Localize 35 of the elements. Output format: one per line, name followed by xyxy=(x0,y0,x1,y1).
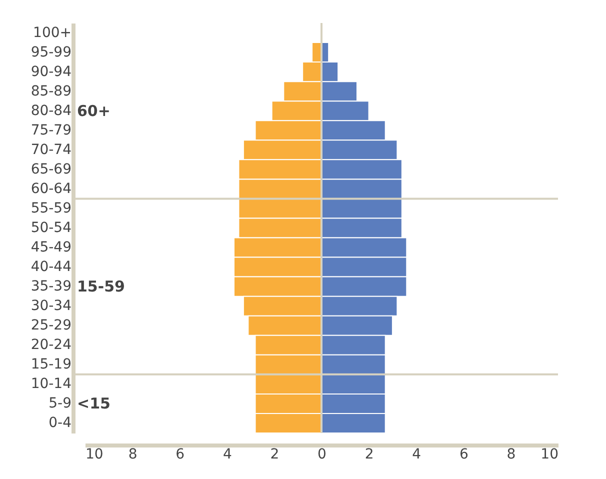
y-tick-label: 100+ xyxy=(33,24,72,41)
x-tick-label: 6 xyxy=(459,446,468,462)
y-tick-label: 65-69 xyxy=(30,161,72,178)
y-tick-label: 70-74 xyxy=(30,142,72,158)
y-tick-label: 15-19 xyxy=(30,356,72,373)
y-tick-label: 95-99 xyxy=(30,44,72,60)
y-tick-label: 85-89 xyxy=(30,83,72,100)
x-tick-label: 8 xyxy=(128,446,138,462)
y-tick-label: 45-49 xyxy=(30,240,72,256)
y-tick-label: 25-29 xyxy=(30,318,72,334)
y-tick-label: 0-4 xyxy=(48,415,72,432)
annotation: <15 xyxy=(77,394,110,413)
x-tick-label: 2 xyxy=(270,446,280,462)
x-tick-label: 10 xyxy=(540,446,558,462)
x-tick-label: 10 xyxy=(86,446,104,462)
x-tick-label: 0 xyxy=(318,446,326,462)
x-tick-label: 6 xyxy=(176,446,185,462)
y-tick-label: 35-39 xyxy=(30,278,72,295)
y-tick-label: 55-59 xyxy=(30,200,72,216)
y-tick-label: 90-94 xyxy=(30,64,72,80)
y-tick-label: 20-24 xyxy=(30,337,72,354)
y-tick-label: 5-9 xyxy=(48,396,72,412)
y-tick-label: 75-79 xyxy=(30,122,72,138)
annotation: 15-59 xyxy=(77,278,125,296)
y-tick-label: 30-34 xyxy=(30,298,72,314)
y-tick-label: 60-64 xyxy=(30,180,72,197)
x-tick-label: 4 xyxy=(222,446,232,462)
annotation: 60+ xyxy=(77,102,110,120)
x-tick-label: 2 xyxy=(364,446,374,462)
y-tick-label: 10-14 xyxy=(30,376,72,392)
y-tick-label: 80-84 xyxy=(30,102,72,119)
x-tick-label: 8 xyxy=(506,446,516,462)
x-tick-label: 4 xyxy=(412,446,422,462)
y-tick-label: 50-54 xyxy=(30,220,72,236)
y-tick-label: 40-44 xyxy=(30,259,72,276)
